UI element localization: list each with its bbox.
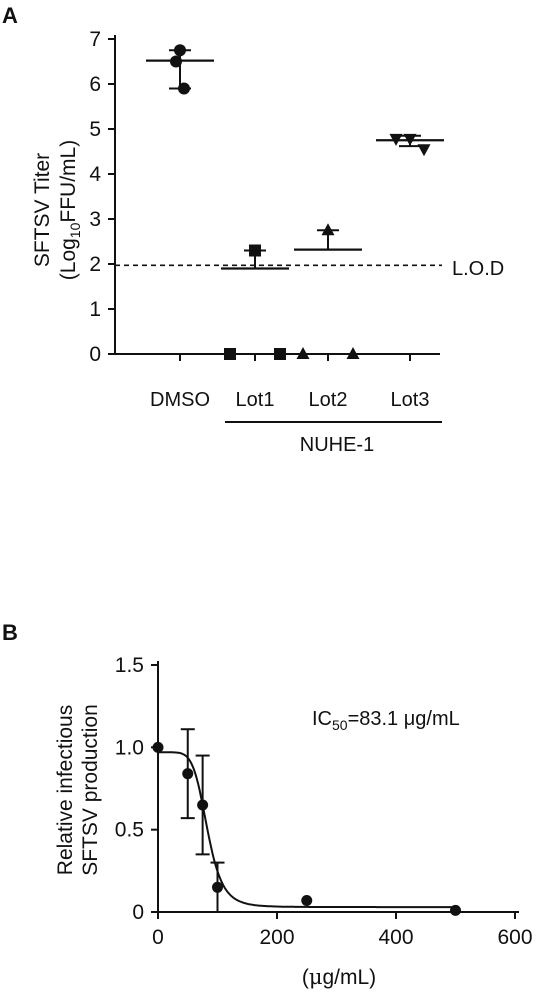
panel-b-ytick-label-0: 0	[132, 901, 144, 924]
data-point-lot3-2	[417, 144, 431, 157]
panel-b-plot: 0 0.5 1.0 1.5 0 200 400 600	[115, 654, 533, 949]
data-point-lot3-1	[389, 133, 403, 146]
data-point-lot2-0	[321, 223, 335, 236]
data-point-dmso-1	[170, 55, 182, 68]
data-point-1	[182, 768, 194, 780]
data-point-lot1-2	[274, 348, 286, 360]
panel-a-plot: 0 1 2 3 4 5 6 7 DMSO Lot1 Lot2 Lot3	[89, 28, 444, 411]
panel-b-xlabel: (μg/mL)	[302, 965, 376, 989]
panel-b-xtick-label-0: 0	[152, 926, 164, 949]
data-point-4	[301, 894, 313, 906]
data-point-2	[197, 799, 209, 811]
panel-a-ylabel-line1: SFTSV Titer	[31, 153, 54, 267]
panel-b-ytick-label-1: 0.5	[115, 819, 144, 842]
panel-b-ylabel-line1: Relative infectious	[54, 705, 77, 875]
panel-a-ylabel-line2: (Log10FFU/mL)	[57, 140, 83, 280]
lod-label: L.O.D	[452, 258, 504, 280]
fit-curve	[158, 751, 456, 909]
data-point-lot1-1	[224, 348, 236, 360]
panel-a-ytick-label-2: 2	[89, 253, 101, 276]
panel-a-ytick-label-6: 6	[89, 73, 101, 96]
panel-a-ytick-label-7: 7	[89, 28, 101, 51]
panel-b-ytick-label-3: 1.5	[115, 654, 144, 677]
data-point-dmso-0	[174, 44, 186, 57]
data-point-3	[212, 881, 223, 893]
panel-a-ytick-label-1: 1	[89, 298, 101, 321]
panel-b-ytick-label-2: 1.0	[115, 736, 144, 759]
group-label-nuhe1: NUHE-1	[300, 434, 374, 456]
data-point-dmso-2	[178, 82, 190, 95]
panel-a-ytick-label-3: 3	[89, 208, 101, 231]
data-point-lot3-0	[403, 133, 417, 146]
panel-b-ylabel-line2: SFTSV production	[79, 704, 102, 876]
panel-a-ytick-label-5: 5	[89, 118, 101, 141]
panel-b-xtick-label-1: 200	[259, 926, 294, 949]
panel-a-letter: A	[2, 3, 18, 28]
panel-a-ytick-label-0: 0	[89, 343, 101, 366]
panel-b-xtick-label-2: 400	[378, 926, 413, 949]
data-point-lot2-1	[296, 347, 310, 359]
panel-a-xtick-label-3: Lot3	[391, 389, 430, 411]
panel-a-xtick-label-0: DMSO	[150, 389, 210, 411]
data-point-0	[152, 741, 164, 753]
panel-b-letter: B	[2, 620, 18, 645]
data-point-lot2-2	[346, 347, 360, 359]
panel-a-xtick-label-1: Lot1	[236, 389, 275, 411]
data-point-lot1-0	[249, 244, 261, 257]
panel-b-xtick-label-3: 600	[497, 926, 532, 949]
panel-a-xtick-label-2: Lot2	[309, 389, 348, 411]
data-point-5	[450, 904, 461, 916]
panel-a-ytick-label-4: 4	[89, 163, 101, 186]
ic50-annotation: IC50=83.1 μg/mL	[312, 708, 460, 733]
